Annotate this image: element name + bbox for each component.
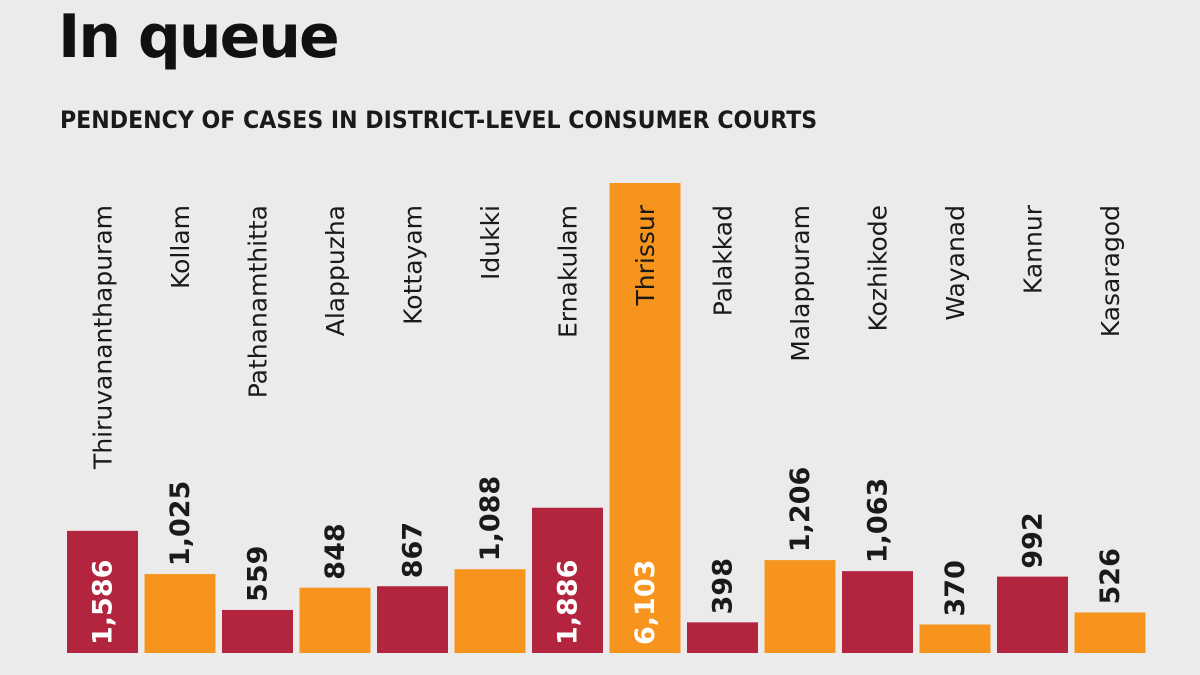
value-label: 1,886 <box>553 560 584 645</box>
category-label: Ernakulam <box>554 205 583 338</box>
chart-title: In queue <box>58 2 340 72</box>
category-label: Kozhikode <box>864 205 893 332</box>
bar-malappuram <box>764 560 836 653</box>
bar-thrissur <box>609 183 681 653</box>
category-label: Palakkad <box>709 205 738 316</box>
bar-wayanad <box>919 624 991 653</box>
category-label: Wayanad <box>941 205 970 321</box>
category-label: Kollam <box>166 205 195 289</box>
value-label: 1,063 <box>863 478 894 563</box>
value-label: 867 <box>398 522 429 578</box>
bar-palakkad <box>687 622 758 653</box>
category-label: Pathanamthitta <box>244 205 273 398</box>
bar-kannur <box>997 576 1068 653</box>
value-label: 1,025 <box>165 481 196 566</box>
chart-subtitle: PENDENCY OF CASES IN DISTRICT-LEVEL CONS… <box>60 106 818 134</box>
category-label: Thiruvananthapuram <box>89 205 118 470</box>
bar-kasaragod <box>1074 612 1146 653</box>
category-label: Thrissur <box>631 204 660 306</box>
value-label: 848 <box>320 523 351 579</box>
category-label: Alappuzha <box>321 205 350 336</box>
category-label: Kannur <box>1019 204 1048 294</box>
bar-kollam <box>144 574 216 653</box>
bar-kozhikode <box>842 571 913 653</box>
bar-kottayam <box>377 586 448 653</box>
value-label: 1,586 <box>88 560 119 645</box>
bar-ernakulam <box>532 507 603 653</box>
value-label: 1,088 <box>475 476 506 561</box>
category-label: Kasaragod <box>1096 205 1125 337</box>
category-label: Malappuram <box>786 205 815 362</box>
bar-idukki <box>454 569 526 653</box>
value-label: 398 <box>708 558 739 614</box>
bar-thiruvananthapuram <box>67 530 138 653</box>
value-label: 6,103 <box>630 560 661 645</box>
value-label: 1,206 <box>785 467 816 552</box>
category-label: Idukki <box>476 205 505 280</box>
category-label: Kottayam <box>399 205 428 325</box>
value-label: 559 <box>243 546 274 602</box>
value-label: 526 <box>1095 548 1126 604</box>
bar-alappuzha <box>299 587 371 653</box>
bar-pathanamthitta <box>222 609 293 653</box>
value-label: 370 <box>940 560 971 616</box>
value-label: 992 <box>1018 512 1049 568</box>
